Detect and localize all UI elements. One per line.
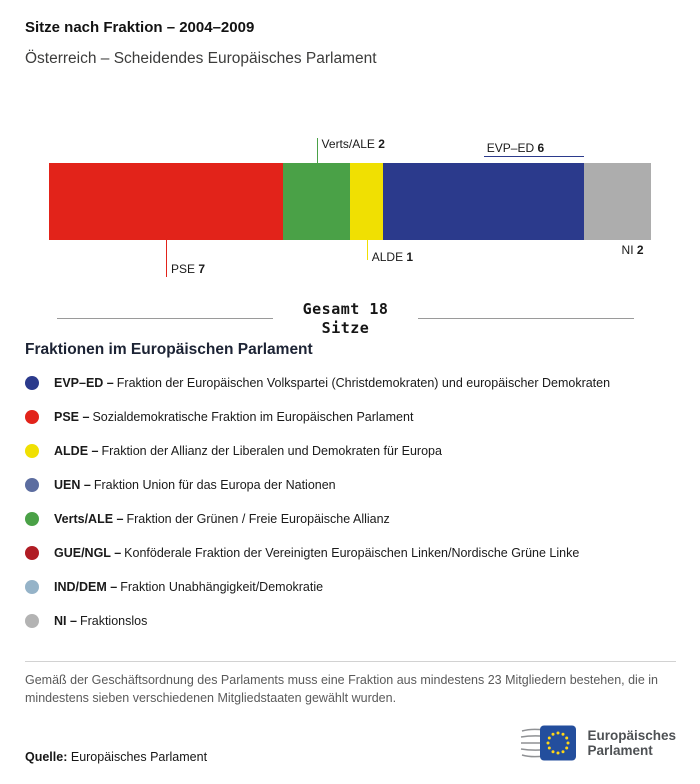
callout-line [166, 240, 168, 277]
legend-desc: Fraktionslos [79, 614, 148, 628]
total-seats-line2: Sitze [321, 318, 370, 337]
bar-label-alde: ALDE 1 [371, 250, 414, 264]
legend-dot [25, 546, 39, 560]
legend-item-verts-ale: Verts/ALE – Fraktion der Grünen / Freie E… [25, 502, 610, 536]
legend-abbr: NI – [54, 614, 77, 628]
legend: EVP–ED – Fraktion der Europäischen Volksp… [25, 366, 610, 638]
legend-desc: Fraktion der Europäischen Volkspartei (C… [116, 376, 611, 390]
legend-desc: Fraktion Unabhängigkeit/Demokratie [120, 580, 324, 594]
callout-line [483, 156, 585, 157]
bar-segment-evp-ed [383, 163, 585, 240]
right-divider-line [418, 318, 634, 320]
legend-desc: Sozialdemokratische Fraktion im Europäis… [92, 410, 414, 424]
legend-abbr: ALDE – [54, 444, 99, 458]
legend-abbr: Verts/ALE – [54, 512, 124, 526]
legend-abbr: GUE/NGL – [54, 546, 122, 560]
footnote-text: Gemäß der Geschäftsordnung des Parlament… [25, 673, 658, 705]
legend-item-ni: NI – Fraktionslos [25, 604, 610, 638]
legend-dot [25, 410, 39, 424]
legend-dot [25, 614, 39, 628]
legend-dot [25, 444, 39, 458]
legend-desc: Fraktion der Grünen / Freie Europäische … [126, 512, 390, 526]
legend-abbr: EVP–ED – [54, 376, 114, 390]
legend-item-alde: ALDE – Fraktion der Allianz der Liberalen… [25, 434, 610, 468]
legend-desc: Fraktion der Allianz der Liberalen und D… [101, 444, 442, 458]
bar-segment-alde [349, 163, 384, 240]
footnote-divider [25, 661, 676, 662]
total-seats-line1: Gesamt 18 [302, 300, 389, 318]
legend-item-uen: UEN – Fraktion Union für das Europa der N… [25, 468, 610, 502]
total-seats-block: Gesamt 18 Sitze [57, 300, 634, 338]
legend-dot [25, 478, 39, 492]
legend-abbr: UEN – [54, 478, 91, 492]
legend-desc: Fraktion Union für das Europa der Nation… [93, 478, 336, 492]
stacked-bar [49, 163, 651, 240]
legend-abbr: IND/DEM – [54, 580, 118, 594]
bar-label-verts-ale: Verts/ALE 2 [321, 137, 385, 151]
ep-logo: Europäisches Parlament [520, 722, 676, 764]
bar-label-evp-ed: EVP–ED 6 [486, 141, 545, 155]
page-subtitle: Österreich – Scheidendes Europäisches Pa… [25, 50, 377, 67]
source-line: Quelle: Europäisches Parlament [25, 750, 207, 764]
legend-abbr: PSE – [54, 410, 90, 424]
legend-dot [25, 376, 39, 390]
page-title: Sitze nach Fraktion – 2004–2009 [25, 19, 255, 36]
callout-line [366, 240, 368, 260]
legend-item-pse: PSE – Sozialdemokratische Fraktion im Eur… [25, 400, 610, 434]
legend-heading: Fraktionen im Europäischen Parlament [25, 341, 313, 358]
source-label: Quelle: [25, 750, 68, 764]
bar-label-pse: PSE 7 [171, 262, 206, 276]
legend-item-evp-ed: EVP–ED – Fraktion der Europäischen Volksp… [25, 366, 610, 400]
ep-logo-text: Europäisches Parlament [587, 728, 676, 758]
legend-dot [25, 580, 39, 594]
left-divider-line [57, 318, 273, 320]
legend-desc: Konföderale Fraktion der Vereinigten Eur… [124, 546, 580, 560]
source-name: Europäisches Parlament [70, 750, 208, 764]
legend-item-gue-ngl: GUE/NGL – Konföderale Fraktion der Verein… [25, 536, 610, 570]
ep-logo-line1: Europäisches [587, 727, 676, 743]
bar-label-ni: NI 2 [621, 243, 644, 257]
eu-flag-stars-icon [521, 725, 577, 761]
total-seats-label: Gesamt 18 Sitze [303, 300, 389, 338]
chart-area: PSE 7 Verts/ALE 2 ALDE 1 EVP–ED 6 NI 2 [49, 137, 651, 277]
callout-line [316, 138, 318, 163]
ep-logo-line2: Parlament [587, 743, 653, 758]
legend-item-ind-dem: IND/DEM – Fraktion Unabhängigkeit/Demokra… [25, 570, 610, 604]
bar-segment-pse [49, 163, 284, 240]
bar-segment-verts-ale [283, 163, 350, 240]
bar-segment-ni [584, 163, 651, 240]
legend-dot [25, 512, 39, 526]
